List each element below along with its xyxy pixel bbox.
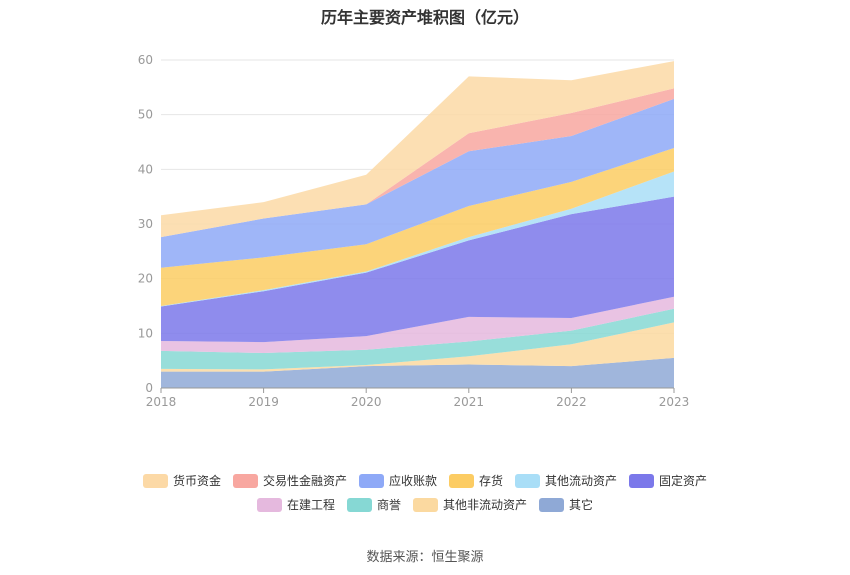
legend-swatch <box>143 474 168 488</box>
x-tick-label: 2020 <box>351 395 382 409</box>
legend-label: 其他流动资产 <box>545 474 617 488</box>
x-tick-label: 2018 <box>146 395 177 409</box>
legend-label: 其它 <box>569 497 593 512</box>
y-tick-label: 10 <box>138 326 153 340</box>
area-应收账款 <box>161 98 674 268</box>
legend-label: 货币资金 <box>173 473 221 488</box>
area-其他非流动资产 <box>161 322 674 372</box>
legend-label: 其他非流动资产 <box>443 498 527 512</box>
legend-label: 存货 <box>479 473 503 488</box>
y-tick-label: 50 <box>138 108 153 122</box>
legend-item-交易性金融资产[interactable]: 交易性金融资产 <box>233 473 347 488</box>
area-交易性金融资产 <box>161 88 674 238</box>
legend-swatch <box>359 474 384 488</box>
y-tick-label: 20 <box>138 272 153 286</box>
legend-swatch <box>515 474 540 488</box>
legend-item-其它[interactable]: 其它 <box>539 497 593 512</box>
legend-item-固定资产[interactable]: 固定资产 <box>629 473 707 488</box>
legend-item-存货[interactable]: 存货 <box>449 473 503 488</box>
legend-label: 固定资产 <box>659 473 707 488</box>
area-其它 <box>161 357 674 388</box>
legend-item-应收账款[interactable]: 应收账款 <box>359 473 437 488</box>
legend-swatch <box>257 498 282 512</box>
chart-title: 历年主要资产堆积图（亿元） <box>320 8 529 27</box>
legend-swatch <box>413 498 438 512</box>
area-货币资金 <box>161 61 674 238</box>
legend-label: 应收账款 <box>389 473 437 488</box>
legend-item-在建工程[interactable]: 在建工程 <box>257 497 335 512</box>
legend-label: 在建工程 <box>287 497 335 512</box>
data-source-note: 数据来源：恒生聚源 <box>366 550 484 565</box>
y-tick-label: 60 <box>138 53 153 67</box>
axes: 0 10 20 30 40 50 60 2018 2019 2020 2021 2022 2023 <box>138 53 690 409</box>
area-商誉 <box>161 308 674 370</box>
legend-item-其他流动资产[interactable]: 其他流动资产 <box>515 474 617 488</box>
legend-swatch <box>539 498 564 512</box>
area-在建工程 <box>161 296 674 354</box>
x-tick-label: 2021 <box>454 395 485 409</box>
legend-swatch <box>233 474 258 488</box>
legend-swatch <box>347 498 372 512</box>
legend-item-其他非流动资产[interactable]: 其他非流动资产 <box>413 498 527 512</box>
y-tick-label: 30 <box>138 217 153 231</box>
legend-item-货币资金[interactable]: 货币资金 <box>143 473 221 488</box>
area-存货 <box>161 148 674 306</box>
y-tick-label: 40 <box>138 162 153 176</box>
x-tick-label: 2019 <box>248 395 279 409</box>
y-tick-label: 0 <box>145 381 153 395</box>
legend-item-商誉[interactable]: 商誉 <box>347 497 401 512</box>
legend-label: 交易性金融资产 <box>263 473 347 488</box>
area-series <box>161 61 674 388</box>
legend-swatch <box>629 474 654 488</box>
legend-label: 商誉 <box>377 497 401 512</box>
area-固定资产 <box>161 196 674 343</box>
x-tick-label: 2023 <box>659 395 690 409</box>
x-tick-label: 2022 <box>556 395 587 409</box>
legend-swatch <box>449 474 474 488</box>
